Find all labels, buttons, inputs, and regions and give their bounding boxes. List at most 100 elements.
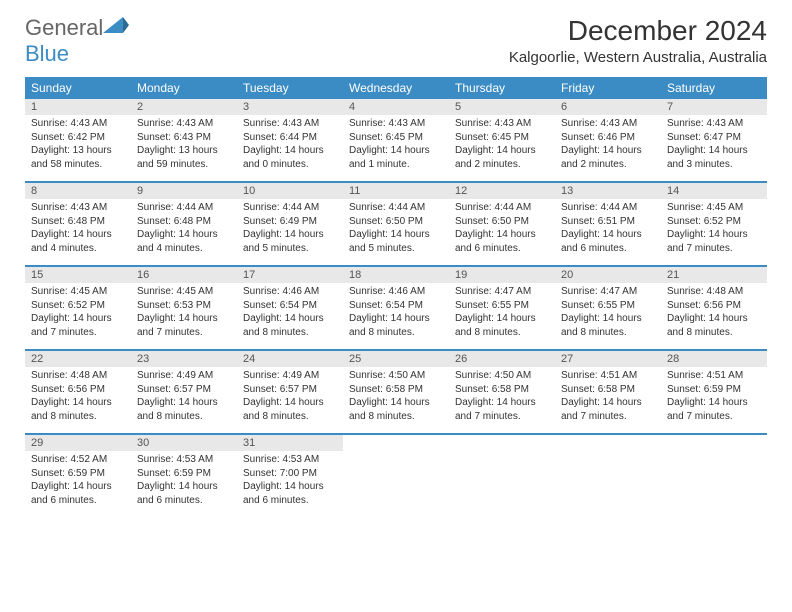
day-content: Sunrise: 4:53 AMSunset: 7:00 PMDaylight:…	[237, 451, 343, 509]
day-content: Sunrise: 4:52 AMSunset: 6:59 PMDaylight:…	[25, 451, 131, 509]
sunset-text: Sunset: 6:57 PM	[243, 383, 337, 397]
sunrise-text: Sunrise: 4:44 AM	[243, 201, 337, 215]
day-cell: 6Sunrise: 4:43 AMSunset: 6:46 PMDaylight…	[555, 99, 661, 181]
day-cell: 23Sunrise: 4:49 AMSunset: 6:57 PMDayligh…	[131, 351, 237, 433]
daylight-text: Daylight: 14 hours and 6 minutes.	[561, 228, 655, 255]
day-number: 2	[131, 99, 237, 115]
day-cell: 11Sunrise: 4:44 AMSunset: 6:50 PMDayligh…	[343, 183, 449, 265]
daylight-text: Daylight: 14 hours and 7 minutes.	[137, 312, 231, 339]
sunset-text: Sunset: 6:59 PM	[667, 383, 761, 397]
day-cell: 26Sunrise: 4:50 AMSunset: 6:58 PMDayligh…	[449, 351, 555, 433]
day-content: Sunrise: 4:45 AMSunset: 6:53 PMDaylight:…	[131, 283, 237, 341]
day-content: Sunrise: 4:43 AMSunset: 6:45 PMDaylight:…	[449, 115, 555, 173]
calendar-page: General Blue December 2024 Kalgoorlie, W…	[0, 0, 792, 532]
day-number: 29	[25, 435, 131, 451]
day-cell: 9Sunrise: 4:44 AMSunset: 6:48 PMDaylight…	[131, 183, 237, 265]
daylight-text: Daylight: 14 hours and 8 minutes.	[667, 312, 761, 339]
day-cell: 13Sunrise: 4:44 AMSunset: 6:51 PMDayligh…	[555, 183, 661, 265]
sunrise-text: Sunrise: 4:51 AM	[667, 369, 761, 383]
day-cell: 31Sunrise: 4:53 AMSunset: 7:00 PMDayligh…	[237, 435, 343, 517]
daylight-text: Daylight: 14 hours and 6 minutes.	[243, 480, 337, 507]
sunset-text: Sunset: 6:54 PM	[243, 299, 337, 313]
day-content: Sunrise: 4:43 AMSunset: 6:43 PMDaylight:…	[131, 115, 237, 173]
day-cell: 7Sunrise: 4:43 AMSunset: 6:47 PMDaylight…	[661, 99, 767, 181]
sunset-text: Sunset: 6:54 PM	[349, 299, 443, 313]
day-content: Sunrise: 4:46 AMSunset: 6:54 PMDaylight:…	[343, 283, 449, 341]
day-cell: 22Sunrise: 4:48 AMSunset: 6:56 PMDayligh…	[25, 351, 131, 433]
day-cell: 3Sunrise: 4:43 AMSunset: 6:44 PMDaylight…	[237, 99, 343, 181]
day-cell	[449, 435, 555, 517]
day-number: 25	[343, 351, 449, 367]
day-content: Sunrise: 4:43 AMSunset: 6:45 PMDaylight:…	[343, 115, 449, 173]
logo-triangle-icon	[103, 15, 129, 35]
day-cell: 8Sunrise: 4:43 AMSunset: 6:48 PMDaylight…	[25, 183, 131, 265]
sunset-text: Sunset: 6:51 PM	[561, 215, 655, 229]
daylight-text: Daylight: 14 hours and 8 minutes.	[243, 396, 337, 423]
day-content: Sunrise: 4:45 AMSunset: 6:52 PMDaylight:…	[661, 199, 767, 257]
sunset-text: Sunset: 6:55 PM	[561, 299, 655, 313]
day-content: Sunrise: 4:49 AMSunset: 6:57 PMDaylight:…	[237, 367, 343, 425]
logo: General Blue	[25, 15, 129, 67]
day-content: Sunrise: 4:44 AMSunset: 6:50 PMDaylight:…	[449, 199, 555, 257]
sunrise-text: Sunrise: 4:43 AM	[667, 117, 761, 131]
week-row: 29Sunrise: 4:52 AMSunset: 6:59 PMDayligh…	[25, 435, 767, 517]
sunrise-text: Sunrise: 4:46 AM	[349, 285, 443, 299]
daylight-text: Daylight: 14 hours and 7 minutes.	[31, 312, 125, 339]
sunrise-text: Sunrise: 4:49 AM	[137, 369, 231, 383]
calendar: SundayMondayTuesdayWednesdayThursdayFrid…	[25, 77, 767, 517]
day-number: 18	[343, 267, 449, 283]
sunrise-text: Sunrise: 4:48 AM	[667, 285, 761, 299]
sunrise-text: Sunrise: 4:44 AM	[137, 201, 231, 215]
sunrise-text: Sunrise: 4:43 AM	[137, 117, 231, 131]
day-number: 9	[131, 183, 237, 199]
sunset-text: Sunset: 6:53 PM	[137, 299, 231, 313]
week-row: 8Sunrise: 4:43 AMSunset: 6:48 PMDaylight…	[25, 183, 767, 267]
daylight-text: Daylight: 13 hours and 58 minutes.	[31, 144, 125, 171]
day-number: 17	[237, 267, 343, 283]
day-cell	[661, 435, 767, 517]
day-cell: 15Sunrise: 4:45 AMSunset: 6:52 PMDayligh…	[25, 267, 131, 349]
sunset-text: Sunset: 6:58 PM	[561, 383, 655, 397]
header: General Blue December 2024 Kalgoorlie, W…	[25, 15, 767, 67]
sunrise-text: Sunrise: 4:43 AM	[31, 117, 125, 131]
day-cell: 29Sunrise: 4:52 AMSunset: 6:59 PMDayligh…	[25, 435, 131, 517]
sunrise-text: Sunrise: 4:53 AM	[137, 453, 231, 467]
day-number: 11	[343, 183, 449, 199]
day-header: Friday	[555, 77, 661, 99]
daylight-text: Daylight: 14 hours and 6 minutes.	[455, 228, 549, 255]
sunset-text: Sunset: 6:47 PM	[667, 131, 761, 145]
sunrise-text: Sunrise: 4:53 AM	[243, 453, 337, 467]
sunset-text: Sunset: 6:48 PM	[31, 215, 125, 229]
daylight-text: Daylight: 14 hours and 8 minutes.	[349, 396, 443, 423]
day-cell: 19Sunrise: 4:47 AMSunset: 6:55 PMDayligh…	[449, 267, 555, 349]
day-number: 16	[131, 267, 237, 283]
sunset-text: Sunset: 6:52 PM	[31, 299, 125, 313]
sunrise-text: Sunrise: 4:44 AM	[349, 201, 443, 215]
sunset-text: Sunset: 6:58 PM	[349, 383, 443, 397]
sunrise-text: Sunrise: 4:52 AM	[31, 453, 125, 467]
sunrise-text: Sunrise: 4:43 AM	[561, 117, 655, 131]
day-number: 23	[131, 351, 237, 367]
day-number: 4	[343, 99, 449, 115]
day-content: Sunrise: 4:53 AMSunset: 6:59 PMDaylight:…	[131, 451, 237, 509]
day-number: 28	[661, 351, 767, 367]
day-content: Sunrise: 4:50 AMSunset: 6:58 PMDaylight:…	[449, 367, 555, 425]
daylight-text: Daylight: 14 hours and 8 minutes.	[243, 312, 337, 339]
day-cell: 1Sunrise: 4:43 AMSunset: 6:42 PMDaylight…	[25, 99, 131, 181]
day-content: Sunrise: 4:51 AMSunset: 6:58 PMDaylight:…	[555, 367, 661, 425]
sunrise-text: Sunrise: 4:44 AM	[561, 201, 655, 215]
day-number: 8	[25, 183, 131, 199]
daylight-text: Daylight: 14 hours and 5 minutes.	[349, 228, 443, 255]
day-cell: 18Sunrise: 4:46 AMSunset: 6:54 PMDayligh…	[343, 267, 449, 349]
logo-text-blue: Blue	[25, 41, 69, 66]
daylight-text: Daylight: 14 hours and 8 minutes.	[561, 312, 655, 339]
sunset-text: Sunset: 6:43 PM	[137, 131, 231, 145]
sunrise-text: Sunrise: 4:44 AM	[455, 201, 549, 215]
daylight-text: Daylight: 14 hours and 4 minutes.	[31, 228, 125, 255]
sunset-text: Sunset: 6:52 PM	[667, 215, 761, 229]
day-content: Sunrise: 4:51 AMSunset: 6:59 PMDaylight:…	[661, 367, 767, 425]
month-title: December 2024	[509, 15, 767, 47]
sunrise-text: Sunrise: 4:47 AM	[561, 285, 655, 299]
sunrise-text: Sunrise: 4:48 AM	[31, 369, 125, 383]
daylight-text: Daylight: 14 hours and 4 minutes.	[137, 228, 231, 255]
